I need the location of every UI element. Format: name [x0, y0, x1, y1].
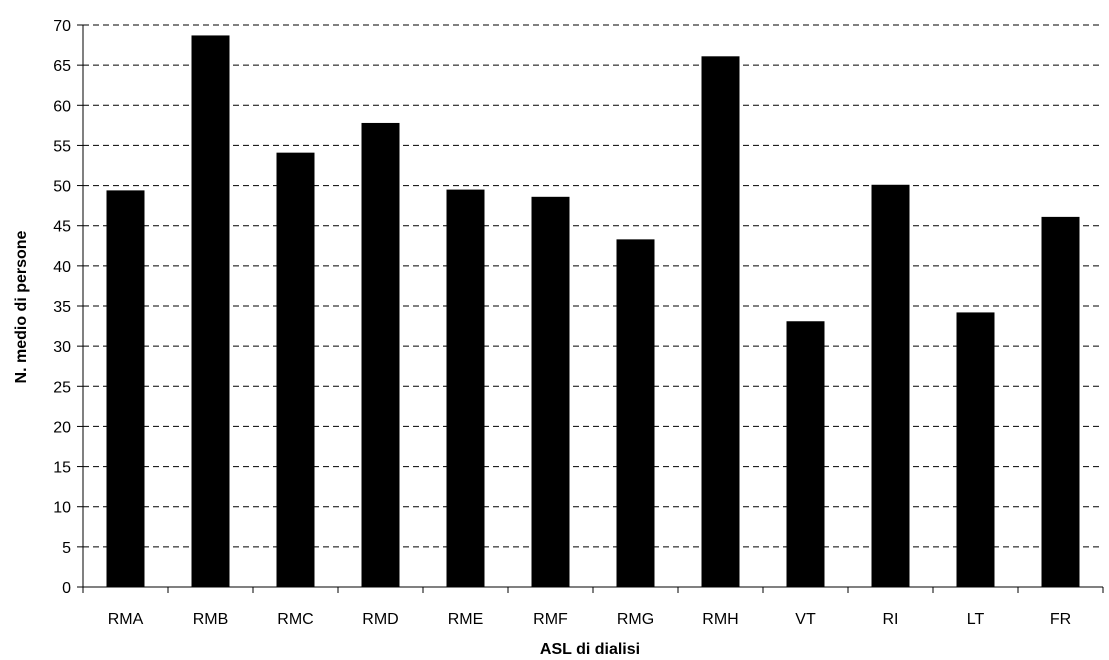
x-tick-label: RME [448, 611, 484, 628]
y-tick-label: 55 [53, 138, 71, 155]
gridlines [83, 24, 1103, 548]
y-tick-label: 65 [53, 58, 71, 75]
bar-fr [1041, 216, 1080, 587]
bar-rma [106, 190, 145, 588]
x-tick-labels: RMA RMB RMC RMD RME RMF RMG RMH VT RI LT FR [108, 611, 1071, 628]
y-tick-label: 40 [53, 259, 71, 276]
y-tick-label: 30 [53, 339, 71, 356]
x-tick-label: RMA [108, 611, 144, 628]
bar-rmd [361, 122, 400, 587]
y-axis-title: N. medio di persone [13, 230, 30, 383]
bar-rmh [701, 56, 740, 588]
bars [106, 35, 1080, 588]
y-tick-label: 20 [53, 419, 71, 436]
y-tick-label: 45 [53, 219, 71, 236]
x-tick-label: RMH [702, 611, 738, 628]
x-tick-label: RMD [362, 611, 398, 628]
y-tick-label: 25 [53, 379, 71, 396]
bar-rmc [276, 152, 315, 587]
x-tick-label: RMG [617, 611, 654, 628]
y-tick-labels: 0 5 10 15 20 25 30 35 40 45 50 55 60 65 70 [53, 18, 71, 597]
y-tick-label: 70 [53, 18, 71, 35]
x-tick-label: RMC [277, 611, 313, 628]
bar-rmg [616, 239, 655, 587]
x-tick-label: VT [795, 611, 816, 628]
x-tick-label: RMB [193, 611, 229, 628]
axes [77, 24, 1104, 593]
bar-rmb [191, 35, 230, 588]
y-tick-label: 60 [53, 98, 71, 115]
bar-rme [446, 189, 485, 588]
y-tick-label: 35 [53, 299, 71, 316]
y-tick-label: 15 [53, 460, 71, 477]
bar-rmf [531, 196, 570, 587]
x-tick-label: LT [967, 611, 985, 628]
x-tick-label: RMF [533, 611, 568, 628]
bar-ri [871, 184, 910, 588]
y-tick-label: 10 [53, 500, 71, 517]
y-tick-label: 5 [62, 540, 71, 557]
y-tick-label: 50 [53, 179, 71, 196]
bar-lt [956, 312, 995, 587]
bar-vt [786, 321, 825, 587]
y-tick-label: 0 [62, 580, 71, 597]
x-tick-label: RI [883, 611, 899, 628]
x-tick-label: FR [1050, 611, 1071, 628]
x-axis-title: ASL di dialisi [540, 641, 640, 658]
